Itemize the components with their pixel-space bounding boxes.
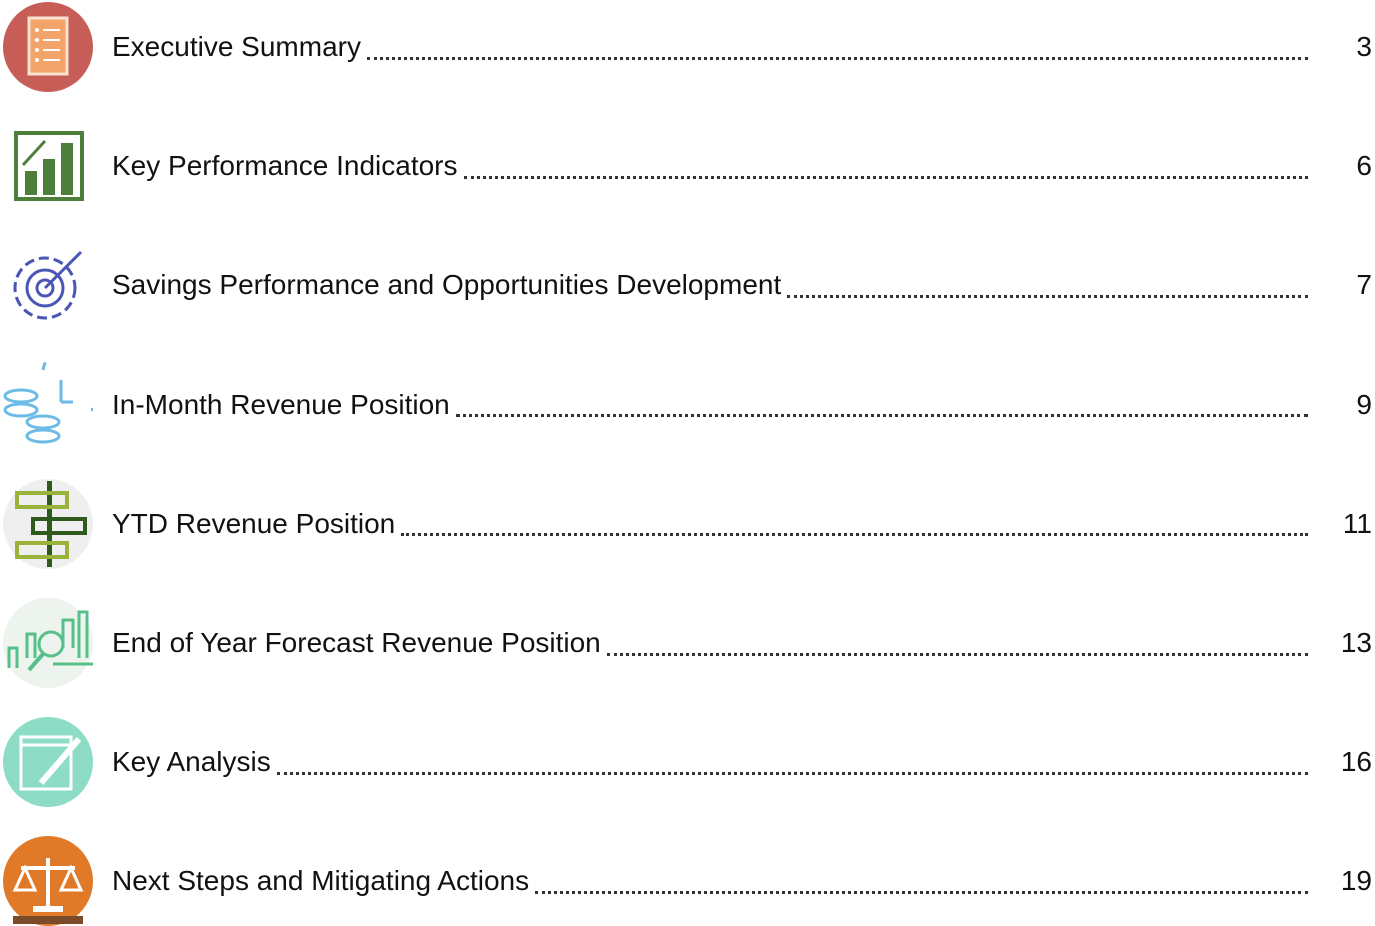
page-number: 6 xyxy=(1356,150,1372,182)
toc-entry: Key Performance Indicators 6 xyxy=(0,121,1375,211)
dot-leader xyxy=(787,294,1308,298)
page-number: 7 xyxy=(1356,269,1372,301)
page-number: 19 xyxy=(1340,865,1372,897)
page-number: 3 xyxy=(1356,31,1372,62)
dot-leader xyxy=(463,175,1308,179)
entry-title: Key Performance Indicators xyxy=(112,150,458,182)
entry-title: Key Analysis xyxy=(112,746,271,778)
dot-leader xyxy=(401,533,1308,537)
section-icon xyxy=(3,359,93,444)
section-icon xyxy=(13,251,83,320)
section-icon xyxy=(3,478,93,569)
section-icon xyxy=(3,836,93,926)
toc-entry: End of Year Forecast Revenue Position 13 xyxy=(0,598,1375,688)
dot-leader xyxy=(276,771,1308,775)
entry-title: YTD Revenue Position xyxy=(112,507,396,539)
entry-title: Executive Summary xyxy=(112,31,361,62)
toc-entry: Next Steps and Mitigating Actions 19 xyxy=(0,836,1375,926)
section-icon xyxy=(3,717,93,808)
dot-leader xyxy=(366,56,1308,60)
entry-title: Next Steps and Mitigating Actions xyxy=(112,865,530,897)
toc-entry: Executive Summary 3 xyxy=(0,2,1375,92)
page-number: 9 xyxy=(1356,388,1372,420)
toc-entry: Savings Performance and Opportunities De… xyxy=(0,240,1375,330)
toc-entry: YTD Revenue Position 11 xyxy=(0,478,1375,569)
entry-title: Savings Performance and Opportunities De… xyxy=(112,269,782,301)
toc-entry: In-Month Revenue Position 9 xyxy=(0,359,1375,450)
section-icon xyxy=(3,598,93,688)
entry-title: End of Year Forecast Revenue Position xyxy=(112,627,601,658)
page-number: 13 xyxy=(1340,627,1372,658)
dot-leader xyxy=(535,890,1308,894)
dot-leader xyxy=(606,652,1308,656)
entry-title: In-Month Revenue Position xyxy=(112,388,450,420)
page-number: 11 xyxy=(1342,507,1372,539)
section-icon xyxy=(3,2,93,92)
toc-entry: Key Analysis 16 xyxy=(0,717,1375,808)
page-number: 16 xyxy=(1340,746,1372,778)
dot-leader xyxy=(455,414,1308,418)
section-icon xyxy=(14,131,84,202)
